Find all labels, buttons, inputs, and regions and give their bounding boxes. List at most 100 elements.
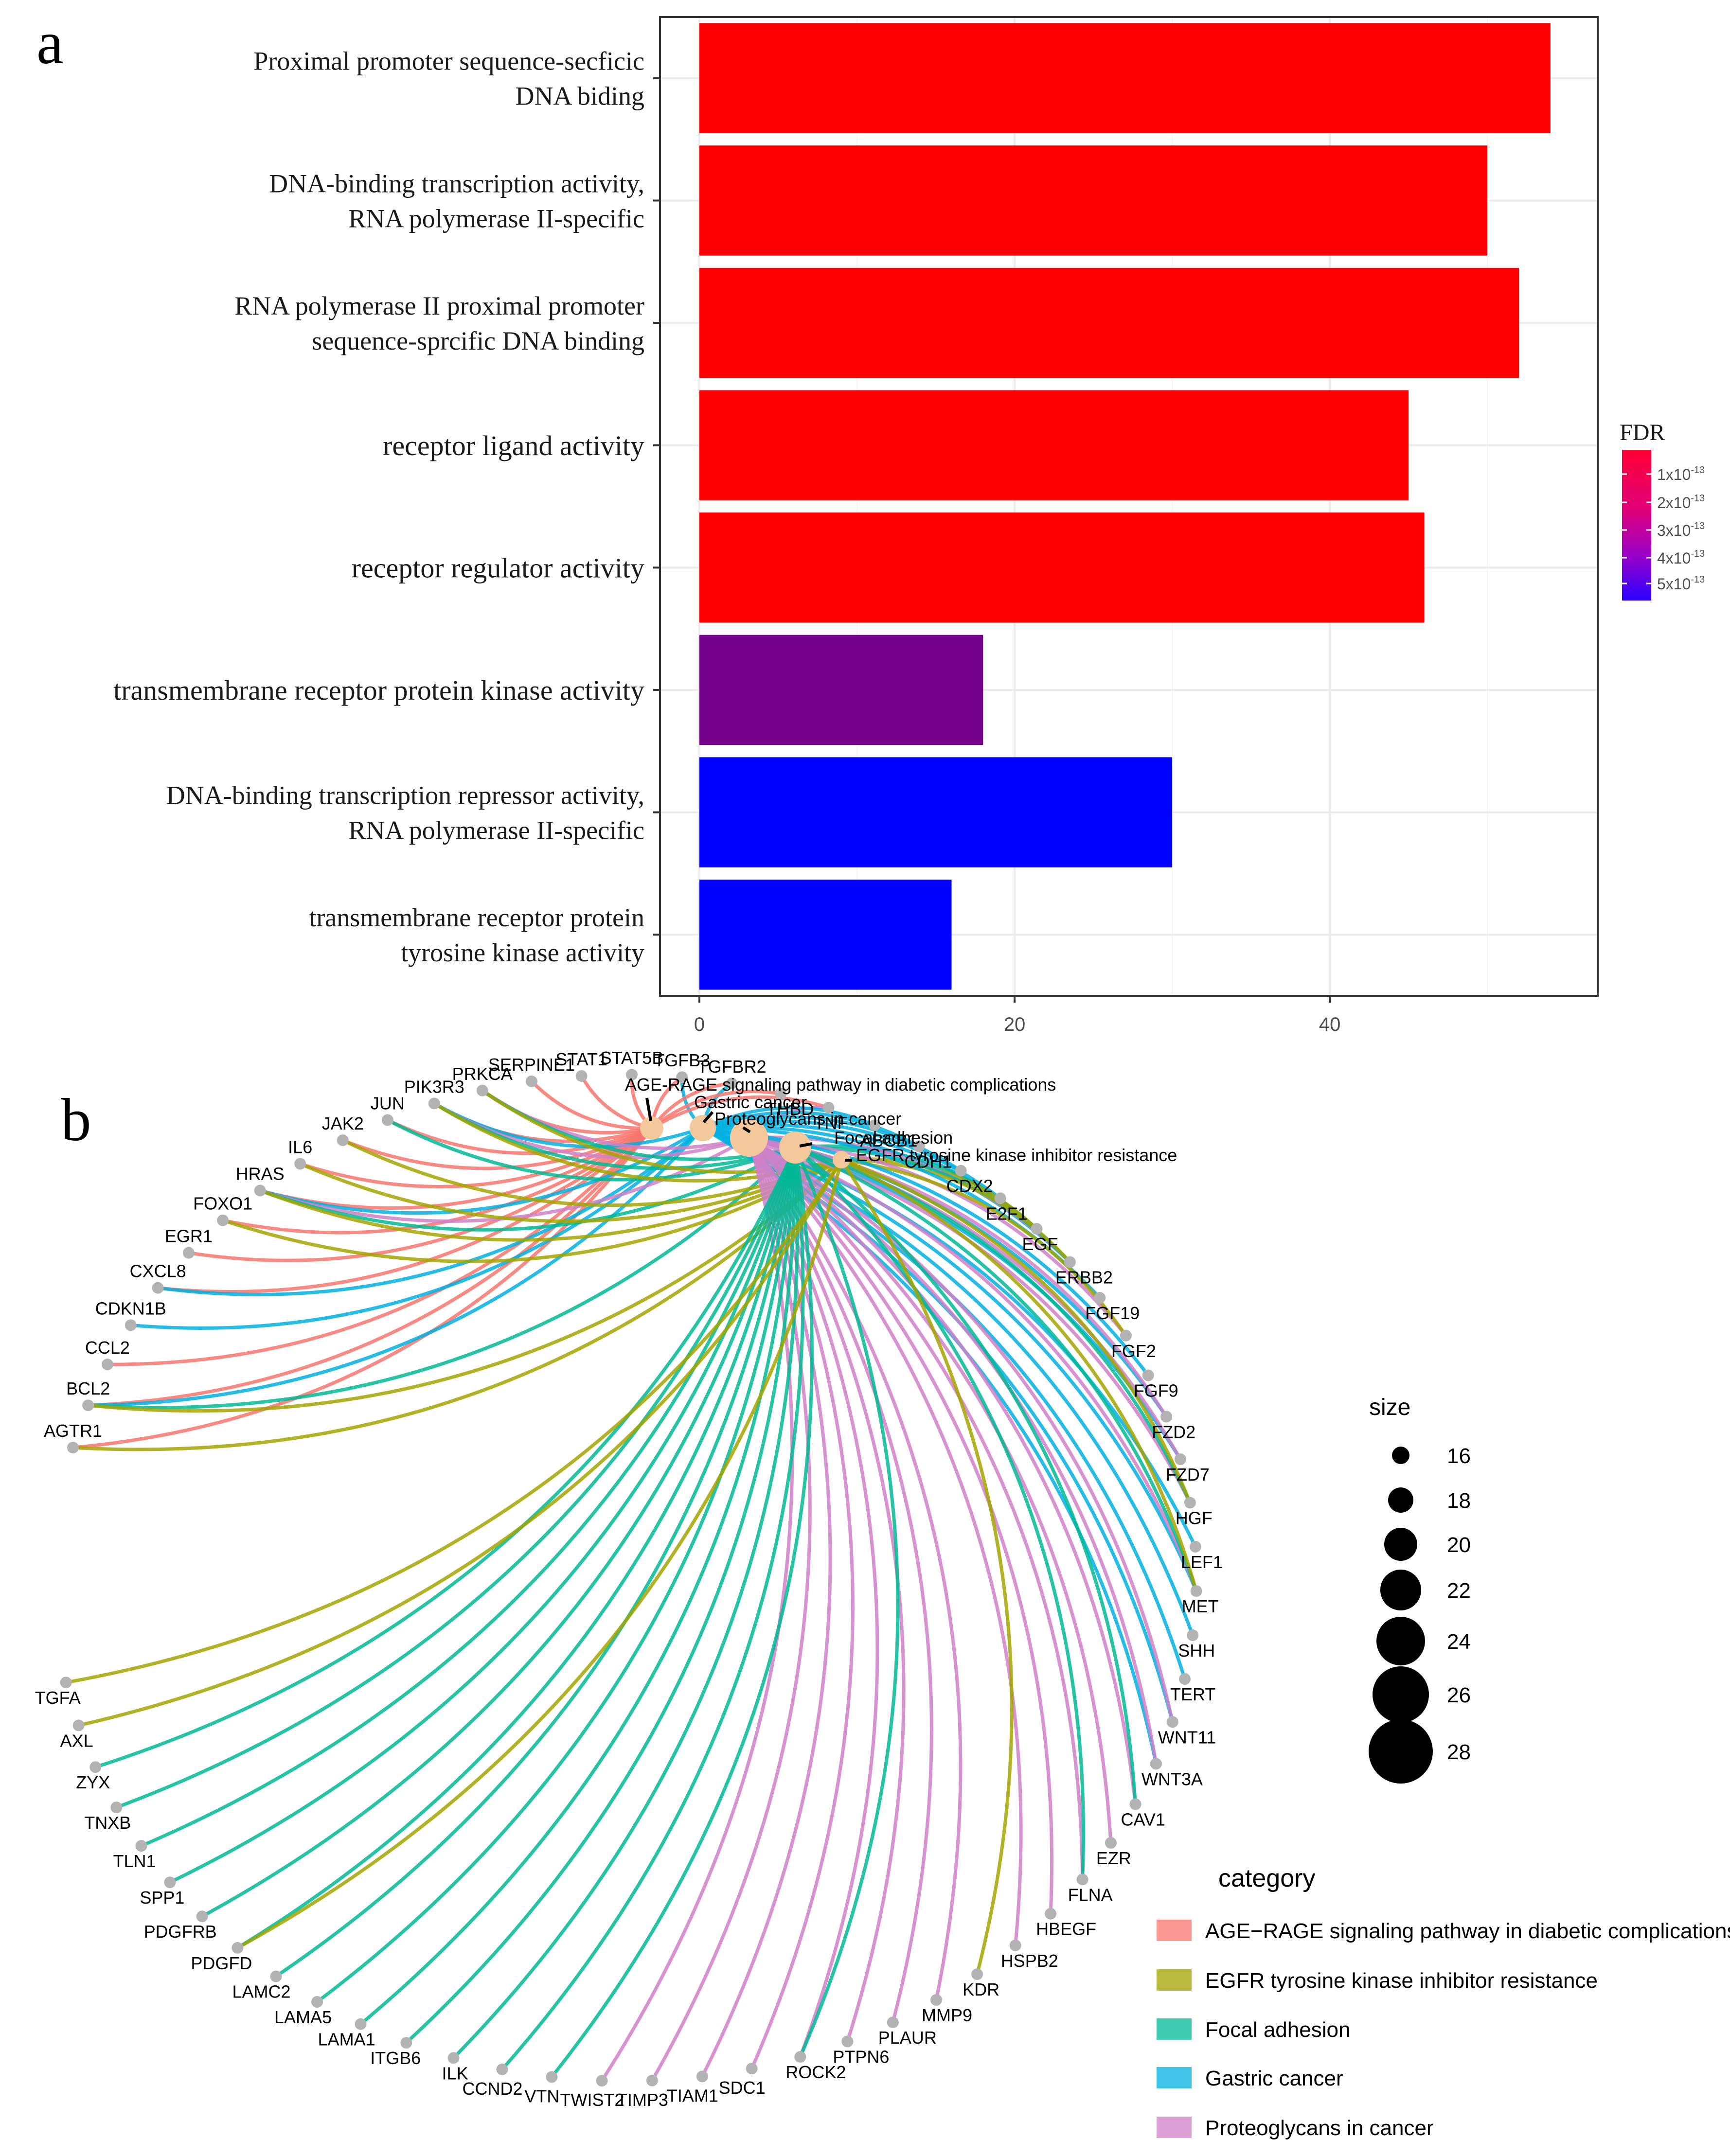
legend-colorbar bbox=[1622, 450, 1651, 601]
edge bbox=[236, 1159, 843, 1949]
gene-node bbox=[428, 1097, 440, 1110]
gene-label: ROCK2 bbox=[785, 2062, 846, 2082]
category-legend-label: AGE−RAGE signaling pathway in diabetic c… bbox=[1205, 1919, 1730, 1943]
gene-node bbox=[726, 1078, 738, 1090]
gene-label: SPP1 bbox=[140, 1888, 184, 1908]
gene-label: TIAM1 bbox=[667, 2086, 718, 2106]
edge bbox=[748, 1137, 933, 2023]
category-legend-key bbox=[1157, 2067, 1192, 2088]
gene-label: FGF2 bbox=[1111, 1341, 1156, 1361]
gene-node bbox=[164, 1876, 176, 1889]
gene-label: STAT5B bbox=[600, 1048, 664, 1068]
gene-label: PDGFD bbox=[191, 1953, 252, 1973]
y-tick-label: receptor ligand activity bbox=[383, 430, 644, 461]
gene-node bbox=[841, 2035, 854, 2048]
gene-node bbox=[254, 1184, 266, 1197]
gene-node bbox=[822, 1101, 835, 1113]
bar bbox=[699, 512, 1425, 623]
edge bbox=[405, 1147, 797, 2044]
panel-a-label: a bbox=[36, 10, 63, 77]
edge bbox=[316, 1147, 797, 2003]
gene-node bbox=[887, 2016, 899, 2029]
gene-label: PLAUR bbox=[878, 2028, 937, 2048]
gene-node bbox=[746, 2063, 758, 2075]
gene-node bbox=[110, 1802, 123, 1814]
edge bbox=[72, 1127, 653, 1449]
size-legend-label: 20 bbox=[1447, 1533, 1471, 1557]
gene-label: IL6 bbox=[288, 1137, 312, 1157]
y-tick-label: receptor regulator activity bbox=[352, 552, 644, 584]
category-legend-key bbox=[1157, 2117, 1192, 2138]
gene-label: SHH bbox=[1178, 1641, 1215, 1661]
gene-label: KDR bbox=[963, 1979, 999, 1999]
gene-node bbox=[696, 2070, 708, 2083]
panel-b-label: b bbox=[61, 1087, 91, 1154]
gene-label: TNXB bbox=[84, 1813, 131, 1833]
gene-node bbox=[626, 1069, 638, 1081]
edge bbox=[222, 1158, 842, 1263]
bar-chart-go-terms: Proximal promoter sequence-secficic DNA b… bbox=[113, 16, 1599, 1035]
edge bbox=[794, 1146, 1198, 1592]
gene-node bbox=[72, 1719, 85, 1732]
gene-label: WNT11 bbox=[1158, 1727, 1216, 1747]
size-legend-dot bbox=[1388, 1487, 1413, 1513]
y-tick-label: transmembrane receptor protein tyrosine k… bbox=[309, 903, 644, 967]
gene-label: TLN1 bbox=[113, 1851, 156, 1871]
gene-node bbox=[476, 1084, 488, 1096]
gene-label: BCL2 bbox=[66, 1378, 110, 1398]
edge bbox=[130, 1127, 704, 1330]
gene-node bbox=[217, 1214, 229, 1226]
gene-label: CCND2 bbox=[462, 2079, 522, 2099]
gene-node bbox=[60, 1677, 72, 1689]
legend-label: 4x10-13 bbox=[1657, 548, 1705, 567]
gene-label: WNT3A bbox=[1141, 1769, 1203, 1789]
gene-label: CAV1 bbox=[1121, 1810, 1165, 1830]
gene-label: HSPB2 bbox=[1001, 1951, 1058, 1971]
gene-label: JAK2 bbox=[322, 1113, 364, 1133]
edge bbox=[78, 1159, 843, 1727]
size-legend-label: 22 bbox=[1447, 1579, 1471, 1603]
gene-label: LAMA1 bbox=[318, 2030, 375, 2050]
gene-label: E2F1 bbox=[986, 1203, 1028, 1223]
gene-label: LAMA5 bbox=[274, 2007, 332, 2027]
category-legend-label: Gastric cancer bbox=[1205, 2067, 1343, 2090]
gene-node bbox=[1160, 1411, 1173, 1423]
gene-node bbox=[1129, 1798, 1141, 1810]
gene-node bbox=[525, 1075, 537, 1087]
category-legend-label: Focal adhesion bbox=[1205, 2018, 1350, 2042]
bar bbox=[699, 267, 1519, 378]
gene-node bbox=[794, 2051, 806, 2063]
edge bbox=[116, 1147, 797, 1809]
size-legend-label: 18 bbox=[1447, 1489, 1471, 1513]
gene-label: CXCL8 bbox=[130, 1261, 186, 1281]
gene-node bbox=[381, 1114, 393, 1126]
gene-node bbox=[1076, 1873, 1088, 1886]
size-legend-dot bbox=[1369, 1719, 1433, 1784]
pathway-label: AGE-RAGE signaling pathway in diabetic c… bbox=[625, 1075, 1056, 1095]
gene-node bbox=[930, 1994, 942, 2006]
edge bbox=[702, 1126, 1175, 1723]
gene-label: TNF bbox=[814, 1113, 848, 1133]
legend-label: 2x10-13 bbox=[1657, 493, 1705, 512]
gene-node bbox=[135, 1840, 147, 1852]
gene-node bbox=[496, 2063, 508, 2075]
edge bbox=[840, 1158, 1192, 1503]
pathway-node bbox=[690, 1115, 716, 1141]
network-edges bbox=[66, 1074, 1198, 2082]
gene-label: ERBB2 bbox=[1055, 1268, 1113, 1288]
label-leader bbox=[799, 1142, 813, 1148]
gene-node bbox=[646, 2074, 658, 2086]
gene-label: TGFA bbox=[35, 1688, 81, 1708]
edge bbox=[793, 1147, 900, 2058]
edge bbox=[88, 1146, 797, 1410]
bar bbox=[699, 635, 983, 745]
gene-label: CDX2 bbox=[946, 1176, 993, 1196]
gene-node bbox=[1094, 1292, 1106, 1304]
gene-label: FLNA bbox=[1068, 1885, 1113, 1905]
y-tick-label: RNA polymerase II proximal promoter seque… bbox=[234, 291, 644, 355]
gene-label: STAT1 bbox=[555, 1049, 607, 1069]
y-tick-label: DNA-binding transcription activity, RNA p… bbox=[269, 169, 644, 233]
pathway-label: Focal adhesion bbox=[834, 1128, 953, 1148]
category-legend-key bbox=[1157, 1969, 1192, 1991]
edge bbox=[259, 1146, 796, 1232]
